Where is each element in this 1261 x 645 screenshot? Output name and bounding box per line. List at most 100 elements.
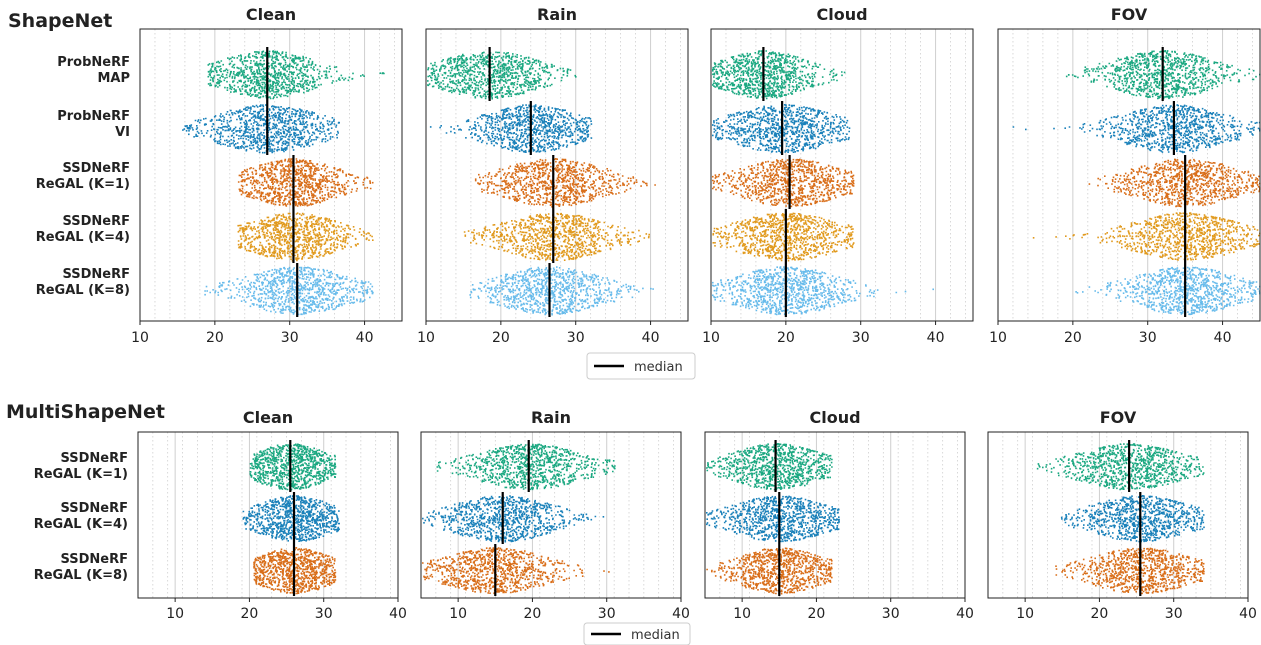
swarm-points-row-2 — [242, 495, 340, 542]
x-tick-label: 30 — [567, 330, 585, 346]
legend-box — [583, 622, 691, 645]
category-labels-multishapenet: SSDNeRF ReGAL (K=1) SSDNeRF ReGAL (K=4) … — [34, 451, 128, 583]
swarm-points-row-2 — [182, 104, 340, 154]
panel-title: Rain — [531, 408, 571, 427]
panel-shapenet-rain: Rain 10 20 30 40 — [417, 5, 689, 346]
category-label: SSDNeRF — [62, 267, 130, 282]
panel-multishapenet-clean: Clean 10 20 30 40 — [137, 408, 407, 622]
x-tick-label: 30 — [882, 606, 900, 622]
panel-shapenet-cloud: Cloud 10 20 30 40 — [702, 5, 974, 346]
x-tick-label: 20 — [777, 330, 795, 346]
swarm-points-row-2 — [706, 495, 840, 543]
swarm-points-row-2 — [422, 495, 605, 543]
legend-shapenet: median — [586, 352, 696, 380]
swarm-points-row-4 — [1032, 212, 1261, 261]
panel-shapenet-fov: FOV 10 20 30 40 — [989, 5, 1261, 346]
panel-title: Clean — [246, 5, 296, 24]
swarm-points-row-1 — [207, 50, 385, 100]
legend-multishapenet: median — [583, 622, 691, 645]
panel-title: Rain — [537, 5, 577, 24]
swarm-points-row-4 — [463, 212, 650, 262]
category-labels-shapenet: ProbNeRF MAP ProbNeRF VI SSDNeRF ReGAL (… — [36, 55, 130, 298]
category-label: SSDNeRF — [60, 501, 128, 516]
x-tick-label: 30 — [598, 606, 616, 622]
x-tick-label: 20 — [1091, 606, 1109, 622]
category-label: ProbNeRF — [57, 55, 130, 70]
category-label: ReGAL (K=4) — [36, 230, 130, 245]
panel-title: Cloud — [809, 408, 860, 427]
x-tick-label: 10 — [417, 330, 435, 346]
category-label: SSDNeRF — [62, 214, 130, 229]
swarm-points-row-3 — [474, 158, 656, 208]
swarm-points-row-5 — [712, 266, 934, 316]
x-tick-label: 40 — [356, 330, 374, 346]
panel-multishapenet-rain: Rain 10 20 30 40 — [420, 408, 690, 622]
panel-multishapenet-cloud: Cloud 10 20 30 40 — [704, 408, 974, 622]
category-label: ReGAL (K=8) — [36, 283, 130, 298]
category-label: ReGAL (K=1) — [34, 467, 128, 482]
swarm-points-row-1 — [249, 443, 337, 491]
legend-label: median — [631, 628, 680, 643]
swarm-points-row-3 — [706, 547, 833, 595]
x-tick-label: 30 — [281, 330, 299, 346]
x-tick-label: 10 — [733, 606, 751, 622]
swarm-points-row-5 — [1075, 266, 1261, 316]
x-tick-label: 20 — [241, 606, 259, 622]
x-tick-label: 40 — [1239, 606, 1257, 622]
x-tick-label: 20 — [206, 330, 224, 346]
category-label: SSDNeRF — [62, 161, 130, 176]
section-title-shapenet: ShapeNet — [8, 10, 112, 32]
x-tick-label: 30 — [1139, 330, 1157, 346]
swarm-points-row-1 — [706, 443, 833, 491]
swarm-points-row-2 — [429, 104, 593, 153]
x-tick-label: 40 — [642, 330, 660, 346]
x-tick-label: 10 — [989, 330, 1007, 346]
x-tick-label: 40 — [927, 330, 945, 346]
panel-frame — [710, 28, 974, 322]
swarm-points-row-2 — [1012, 104, 1261, 154]
swarm-points-row-4 — [712, 212, 855, 262]
x-tick-label: 10 — [166, 606, 184, 622]
swarm-points-row-5 — [204, 266, 374, 316]
swarm-points-row-1 — [427, 51, 577, 100]
panel-title: FOV — [1100, 408, 1137, 427]
panel-title: Clean — [243, 408, 293, 427]
panel-frame — [139, 28, 403, 322]
panel-multishapenet-fov: FOV 10 20 30 40 — [987, 408, 1257, 622]
x-tick-label: 30 — [852, 330, 870, 346]
swarm-points-row-1 — [436, 443, 616, 491]
swarm-points-row-3 — [712, 158, 855, 208]
swarm-points-row-2 — [1060, 495, 1205, 543]
swarm-points-row-3 — [1055, 547, 1205, 595]
category-label: ProbNeRF — [57, 109, 130, 124]
panel-shapenet-clean: Clean 10 20 30 40 — [131, 5, 403, 346]
x-tick-label: 40 — [956, 606, 974, 622]
swarm-points-row-5 — [469, 266, 654, 316]
panel-frame — [997, 28, 1261, 322]
swarm-points-row-3 — [1088, 158, 1261, 208]
panel-frame — [425, 28, 689, 322]
x-tick-label: 10 — [131, 330, 149, 346]
category-label: SSDNeRF — [60, 552, 128, 567]
swarm-points-row-3 — [422, 547, 610, 595]
x-tick-label: 40 — [1214, 330, 1232, 346]
x-tick-label: 20 — [492, 330, 510, 346]
x-tick-label: 20 — [524, 606, 542, 622]
category-label: VI — [115, 125, 130, 140]
x-tick-label: 10 — [1016, 606, 1034, 622]
panel-title: Cloud — [816, 5, 867, 24]
panel-frame — [987, 431, 1249, 599]
category-label: ReGAL (K=8) — [34, 568, 128, 583]
legend-box — [586, 352, 696, 380]
category-label: ReGAL (K=4) — [34, 517, 128, 532]
panel-frame — [420, 431, 682, 599]
swarm-points-row-1 — [1036, 443, 1205, 491]
x-tick-label: 30 — [315, 606, 333, 622]
swarm-points-row-4 — [237, 212, 374, 262]
x-tick-label: 30 — [1165, 606, 1183, 622]
legend-label: median — [634, 360, 683, 375]
section-title-multishapenet: MultiShapeNet — [6, 401, 165, 423]
swarm-points-row-2 — [712, 104, 851, 154]
category-label: ReGAL (K=1) — [36, 177, 130, 192]
